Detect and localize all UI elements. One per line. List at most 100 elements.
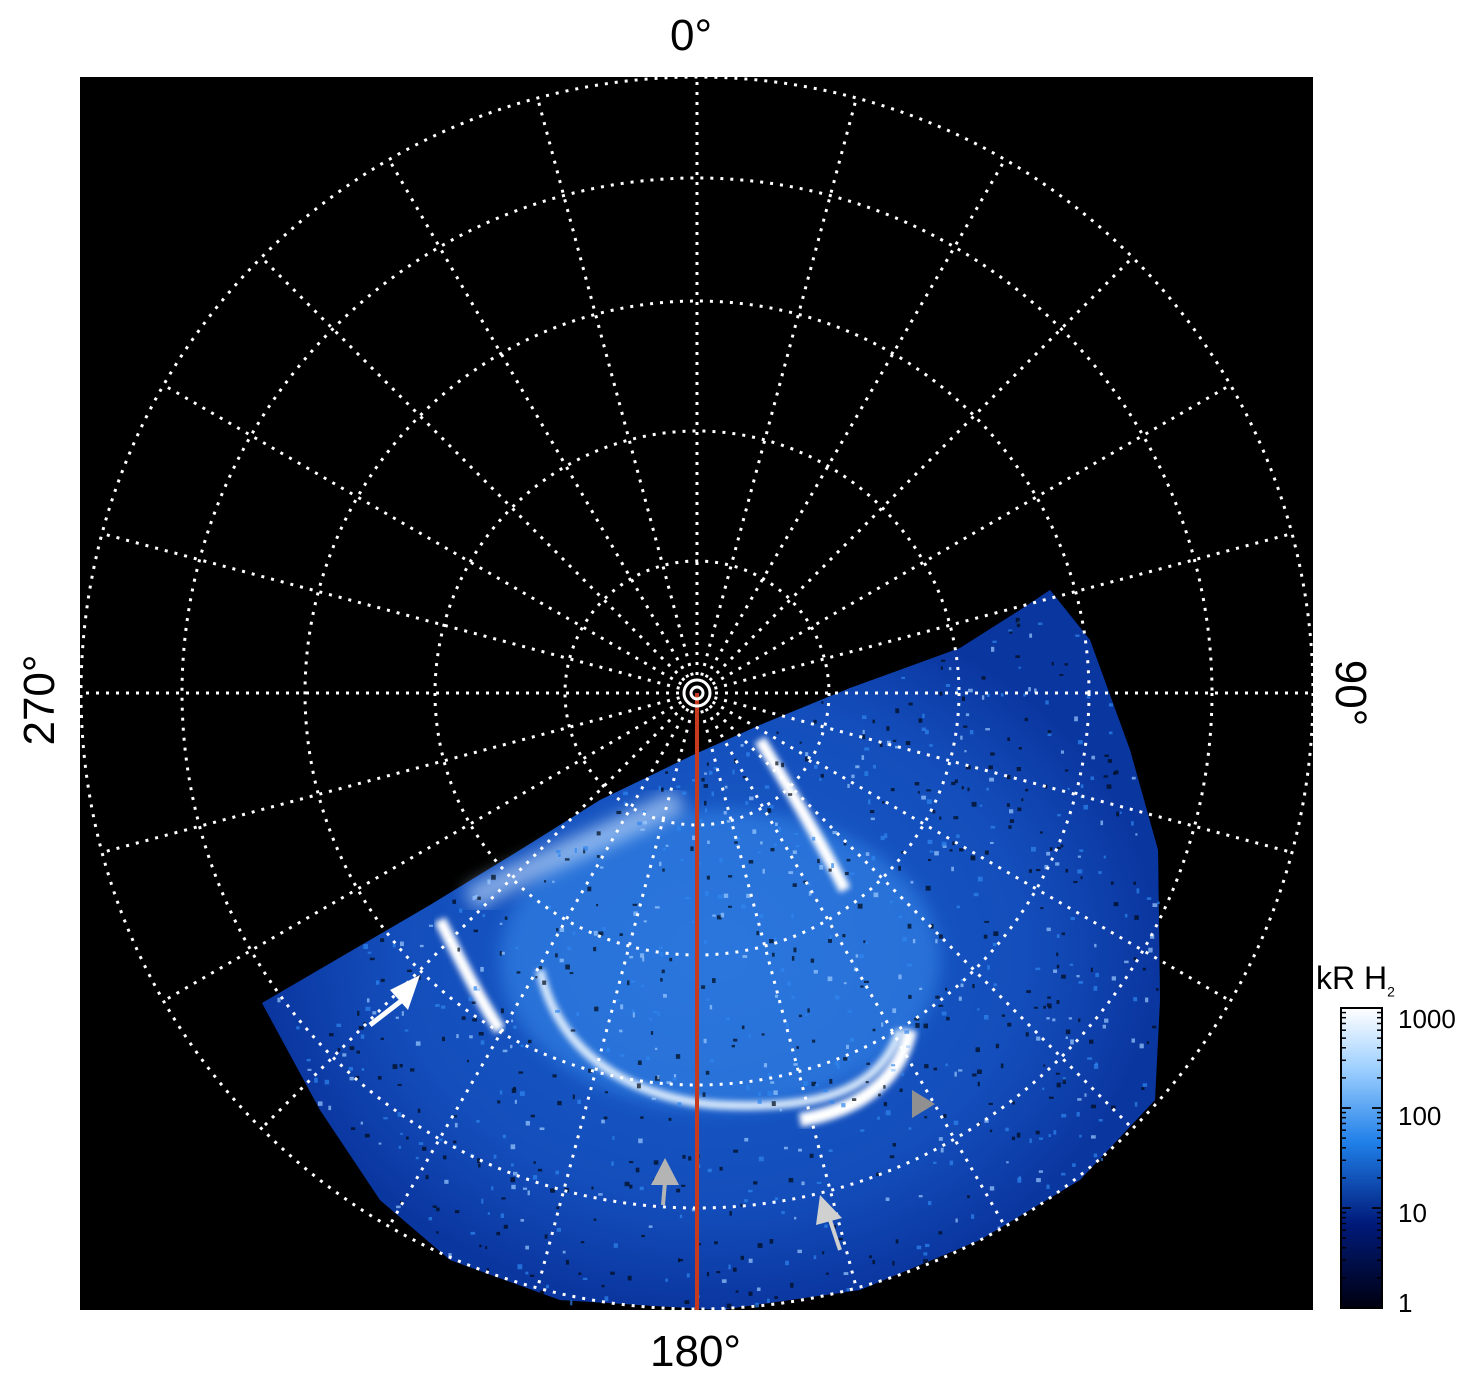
speckle-pixel [1056, 952, 1059, 957]
speckle-pixel [517, 1264, 523, 1270]
speckle-pixel [1061, 1172, 1066, 1176]
speckle-pixel [684, 897, 690, 900]
speckle-pixel [1008, 825, 1012, 829]
speckle-pixel [1100, 820, 1104, 826]
speckle-pixel [727, 905, 732, 908]
speckle-pixel [723, 1308, 727, 1310]
speckle-pixel [1059, 674, 1064, 677]
speckle-pixel [616, 810, 622, 815]
speckle-pixel [954, 779, 958, 784]
speckle-pixel [976, 1069, 982, 1074]
speckle-pixel [894, 745, 900, 749]
speckle-pixel [735, 837, 741, 841]
polar-cap-glow [500, 810, 940, 1110]
speckle-pixel [358, 1026, 364, 1030]
speckle-pixel [938, 1137, 943, 1141]
speckle-pixel [748, 1189, 753, 1193]
speckle-pixel [843, 1272, 849, 1276]
speckle-pixel [899, 1088, 903, 1093]
speckle-pixel [812, 836, 816, 841]
speckle-pixel [1077, 1098, 1082, 1101]
speckle-pixel [499, 922, 503, 925]
speckle-pixel [791, 995, 795, 999]
speckle-pixel [502, 1049, 508, 1053]
label-90-deg: 90° [1326, 659, 1375, 727]
speckle-pixel [428, 1216, 433, 1221]
speckle-pixel [485, 1246, 488, 1250]
speckle-pixel [598, 931, 604, 936]
speckle-pixel [922, 713, 925, 719]
speckle-pixel [1037, 622, 1043, 625]
speckle-pixel [951, 781, 956, 786]
speckle-pixel [532, 1175, 538, 1180]
speckle-pixel [929, 744, 933, 747]
speckle-pixel [486, 1268, 490, 1272]
speckle-pixel [432, 1205, 437, 1208]
speckle-pixel [1065, 1029, 1071, 1035]
speckle-pixel [706, 1272, 710, 1277]
speckle-pixel [945, 1063, 948, 1067]
speckle-pixel [770, 847, 775, 852]
speckle-pixel [731, 1044, 735, 1048]
speckle-pixel [1029, 633, 1033, 638]
speckle-pixel [984, 1119, 989, 1123]
speckle-pixel [1079, 849, 1084, 852]
speckle-pixel [740, 1255, 744, 1260]
speckle-pixel [891, 1064, 896, 1067]
speckle-pixel [713, 766, 718, 770]
speckle-pixel [1068, 1017, 1073, 1020]
speckle-pixel [817, 858, 820, 864]
speckle-pixel [719, 1166, 723, 1171]
speckle-pixel [983, 934, 988, 939]
speckle-pixel [912, 938, 916, 944]
speckle-pixel [872, 1259, 875, 1265]
speckle-pixel [518, 1071, 524, 1074]
speckle-pixel [970, 855, 976, 861]
speckle-pixel [471, 1001, 476, 1004]
speckle-pixel [890, 788, 895, 792]
speckle-pixel [1090, 776, 1094, 781]
speckle-pixel [351, 1127, 356, 1130]
speckle-pixel [1108, 731, 1113, 735]
speckle-pixel [544, 1234, 548, 1239]
speckle-pixel [620, 1004, 624, 1010]
speckle-pixel [1142, 967, 1146, 971]
speckle-pixel [698, 1243, 702, 1246]
speckle-pixel [938, 934, 943, 939]
speckle-pixel [629, 955, 634, 959]
speckle-pixel [808, 891, 812, 896]
speckle-pixel [496, 1231, 501, 1236]
speckle-pixel [803, 1081, 808, 1086]
speckle-pixel [1090, 1135, 1096, 1139]
speckle-pixel [1134, 915, 1139, 920]
speckle-pixel [946, 1016, 950, 1021]
speckle-pixel [1107, 759, 1113, 763]
speckle-pixel [565, 964, 570, 970]
speckle-pixel [773, 937, 777, 941]
speckle-pixel [962, 725, 968, 728]
speckle-pixel [502, 1134, 506, 1139]
speckle-pixel [892, 1008, 897, 1013]
speckle-pixel [1076, 1111, 1080, 1117]
speckle-pixel [788, 793, 793, 796]
speckle-pixel [1133, 881, 1136, 885]
speckle-pixel [773, 1090, 778, 1095]
speckle-pixel [662, 868, 665, 872]
speckle-pixel [1061, 1113, 1067, 1118]
speckle-pixel [660, 978, 663, 982]
speckle-pixel [986, 693, 990, 697]
speckle-pixel [726, 1303, 732, 1309]
speckle-pixel [539, 1290, 544, 1295]
speckle-pixel [849, 872, 855, 875]
speckle-pixel [530, 1114, 535, 1118]
speckle-pixel [1025, 1032, 1029, 1037]
speckle-pixel [665, 1278, 668, 1282]
speckle-pixel [741, 1025, 745, 1030]
speckle-pixel [519, 1091, 525, 1096]
speckle-pixel [938, 1004, 944, 1007]
speckle-pixel [845, 1044, 849, 1050]
speckle-pixel [841, 1103, 846, 1108]
speckle-pixel [763, 1063, 768, 1068]
speckle-pixel [1100, 1157, 1103, 1161]
speckle-pixel [480, 1040, 485, 1045]
